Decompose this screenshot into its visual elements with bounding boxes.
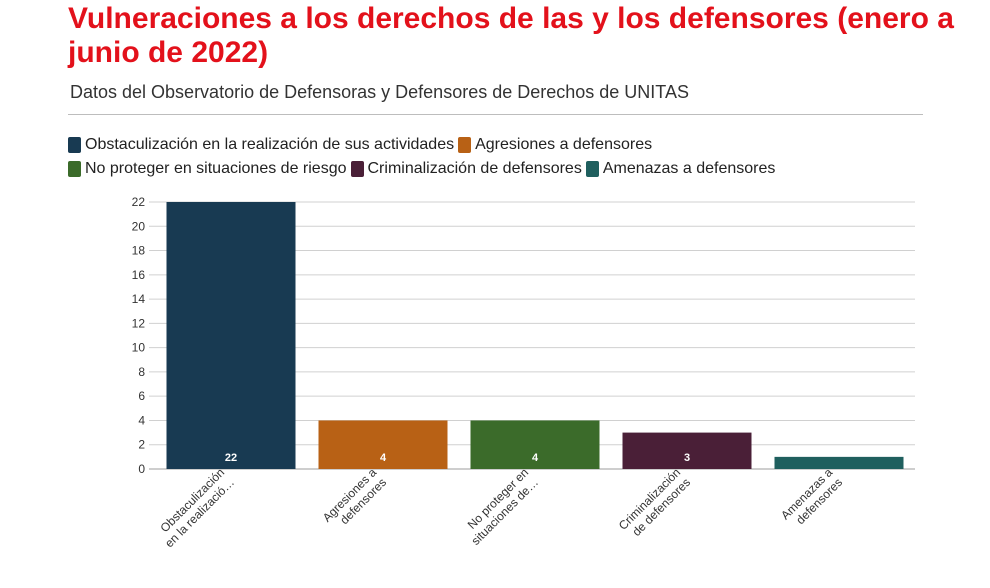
legend-swatch-criminalizacion: [350, 161, 364, 177]
legend: Obstaculización en la realización de sus…: [68, 133, 928, 181]
y-tick-label-8: 8: [138, 365, 145, 379]
y-tick-label-14: 14: [132, 292, 146, 306]
legend-label-agresiones: Agresiones a defensores: [475, 136, 653, 153]
legend-item-no-proteger[interactable]: No proteger en situaciones de riesgo: [68, 157, 347, 181]
legend-swatch-amenazas: [585, 161, 599, 177]
legend-swatch-obstaculizacion: [68, 137, 81, 153]
y-tick-label-12: 12: [132, 316, 146, 330]
divider: [68, 114, 923, 115]
legend-swatch-agresiones: [458, 137, 472, 153]
legend-label-criminalizacion: Criminalización de defensores: [367, 160, 582, 177]
data-label-3: 4: [532, 452, 539, 464]
y-tick-label-18: 18: [132, 244, 146, 258]
y-tick-label-2: 2: [138, 438, 145, 452]
chart-subtitle: Datos del Observatorio de Defensoras y D…: [70, 82, 689, 102]
y-tick-label-16: 16: [132, 268, 146, 282]
bar-2: [318, 420, 448, 469]
legend-item-amenazas[interactable]: Amenazas a defensores: [585, 157, 776, 181]
legend-row-1: Obstaculización en la realización de sus…: [68, 133, 928, 157]
legend-label-no-proteger: No proteger en situaciones de riesgo: [85, 160, 347, 177]
legend-item-criminalizacion[interactable]: Criminalización de defensores: [350, 157, 582, 181]
data-label-4: 3: [684, 452, 690, 464]
legend-row-2: No proteger en situaciones de riesgo Cri…: [68, 157, 928, 181]
bar-3: [470, 420, 600, 469]
y-tick-label-22: 22: [132, 195, 146, 209]
y-tick-label-10: 10: [132, 341, 146, 355]
legend-item-obstaculizacion[interactable]: Obstaculización en la realización de sus…: [68, 133, 454, 157]
y-tick-label-0: 0: [138, 462, 145, 476]
legend-label-amenazas: Amenazas a defensores: [602, 160, 776, 177]
bar-5: [774, 456, 904, 469]
chart-title: Vulneraciones a los derechos de las y lo…: [68, 2, 954, 69]
y-tick-label-4: 4: [138, 413, 145, 427]
legend-label-obstaculizacion: Obstaculización en la realización de sus…: [85, 136, 455, 153]
y-tick-label-20: 20: [132, 219, 146, 233]
data-label-2: 4: [380, 452, 387, 464]
bar-4: [622, 432, 752, 469]
legend-item-agresiones[interactable]: Agresiones a defensores: [458, 133, 652, 157]
y-tick-label-6: 6: [138, 389, 145, 403]
data-label-1: 22: [225, 452, 237, 464]
bar-1: [166, 202, 296, 469]
legend-swatch-no-proteger: [68, 161, 81, 177]
